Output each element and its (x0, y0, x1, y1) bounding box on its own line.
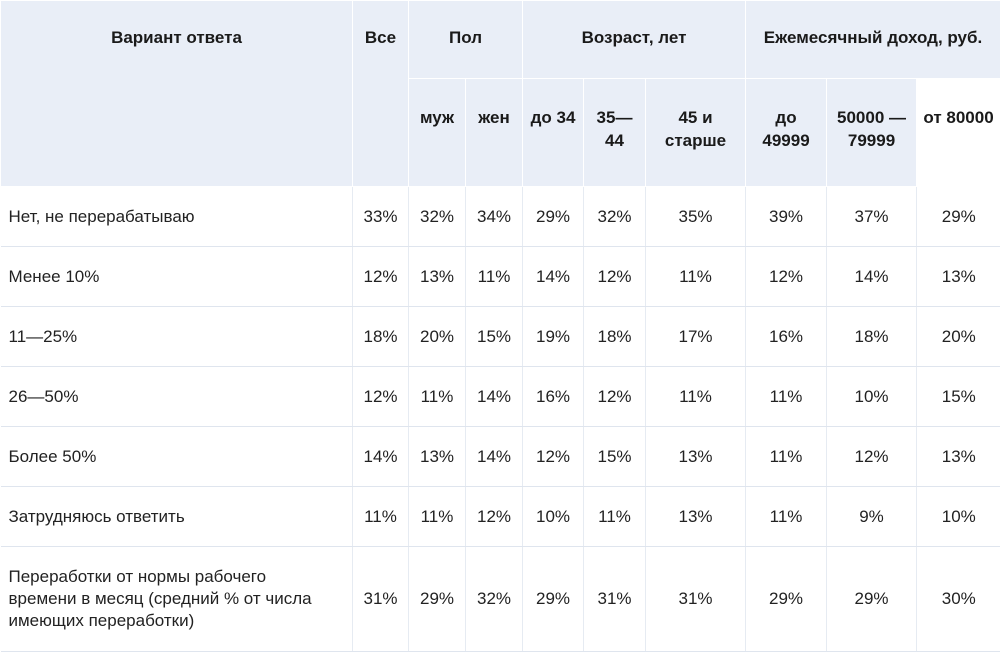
table-cell: 39% (745, 186, 828, 247)
table-cell: 18% (826, 306, 918, 367)
table-cell: 12% (583, 366, 647, 427)
table-cell: 14% (465, 366, 524, 427)
table-row: Более 50% 14% 13% 14% 12% 15% 13% 11% 12% 13% (0, 426, 1000, 487)
table-cell: 9% (826, 486, 918, 547)
row-label: 26—50% (0, 366, 353, 427)
table-cell: 34% (465, 186, 524, 247)
table-cell: 11% (465, 246, 524, 307)
table-cell: 15% (916, 366, 1000, 427)
table-cell: 13% (408, 426, 466, 487)
table-cell: 37% (826, 186, 918, 247)
table-cell: 14% (522, 246, 585, 307)
table-cell: 20% (408, 306, 466, 367)
table-cell: 13% (645, 486, 747, 547)
table-cell: 11% (583, 486, 647, 547)
table-cell: 11% (645, 246, 747, 307)
table-cell: 13% (408, 246, 466, 307)
table-row: Менее 10% 12% 13% 11% 14% 12% 11% 12% 14% 13% (0, 246, 1000, 307)
row-label: Затрудняюсь ответить (0, 486, 353, 547)
table-cell: 20% (916, 306, 1000, 367)
table-cell: 33% (352, 186, 409, 247)
table-cell: 10% (916, 486, 1000, 547)
header-sub-female: жен (464, 78, 524, 187)
header-sub-income-mid: 50000 — 79999 (826, 78, 918, 187)
table-cell: 29% (745, 546, 828, 652)
table-cell: 19% (522, 306, 585, 367)
table-cell: 15% (465, 306, 524, 367)
table-cell: 12% (352, 366, 409, 427)
table-cell: 12% (522, 426, 585, 487)
table-cell: 29% (408, 546, 466, 652)
header-sub-income-low: до 49999 (745, 78, 828, 187)
table-cell: 29% (522, 546, 585, 652)
header-row-groups: Вариант ответа Все Пол Возраст, лет Ежем… (0, 0, 1000, 187)
table-cell: 32% (408, 186, 466, 247)
header-sub-male: муж (408, 78, 466, 187)
table-cell: 30% (916, 546, 1000, 652)
table-cell: 18% (583, 306, 647, 367)
table-cell: 13% (645, 426, 747, 487)
table-row: 11—25% 18% 20% 15% 19% 18% 17% 16% 18% 20% (0, 306, 1000, 367)
table-cell: 35% (645, 186, 747, 247)
table-cell: 15% (583, 426, 647, 487)
row-label: Более 50% (0, 426, 353, 487)
row-label: Нет, не перерабатываю (0, 186, 353, 247)
table-row: 26—50% 12% 11% 14% 16% 12% 11% 11% 10% 15% (0, 366, 1000, 427)
table-cell: 29% (826, 546, 918, 652)
header-sub-income-high: от 80000 (916, 78, 1000, 187)
table-cell: 14% (826, 246, 918, 307)
table-row: Переработки от нормы рабочего времени в … (0, 546, 1000, 652)
table-cell: 10% (522, 486, 585, 547)
table-cell: 17% (645, 306, 747, 367)
header-row-subgroups: муж жен до 34 35—44 45 и старше до 49999… (1, 78, 1000, 187)
table-body: Нет, не перерабатываю 33% 32% 34% 29% 32% 35% 3… (0, 186, 1000, 652)
table-header: Вариант ответа Все Пол Возраст, лет Ежем… (0, 0, 1000, 187)
table-row: Нет, не перерабатываю 33% 32% 34% 29% 32% 35% 3… (0, 186, 1000, 247)
table-cell: 16% (745, 306, 828, 367)
table-cell: 31% (583, 546, 647, 652)
table-cell: 12% (352, 246, 409, 307)
header-group-gender: Пол (407, 0, 524, 79)
header-all: Все (352, 0, 409, 187)
table-cell: 13% (916, 426, 1000, 487)
table-cell: 31% (645, 546, 747, 652)
table-cell: 12% (583, 246, 647, 307)
table-cell: 13% (916, 246, 1000, 307)
table-cell: 11% (745, 426, 828, 487)
row-label: 11—25% (0, 306, 353, 367)
table-cell: 12% (745, 246, 828, 307)
table-cell: 14% (465, 426, 524, 487)
table-cell: 12% (465, 486, 524, 547)
header-group-income: Ежемесячный доход, руб. (745, 0, 1000, 79)
header-sub-age-under-34: до 34 (522, 78, 585, 187)
table-cell: 29% (916, 186, 1000, 247)
table-cell: 18% (352, 306, 409, 367)
table-cell: 11% (408, 486, 466, 547)
table-cell: 29% (522, 186, 585, 247)
table-cell: 11% (745, 486, 828, 547)
table-cell: 11% (408, 366, 466, 427)
header-sub-age-45-plus: 45 и старше (645, 78, 747, 187)
table-cell: 31% (352, 546, 409, 652)
table-cell: 32% (465, 546, 524, 652)
row-label: Переработки от нормы рабочего времени в … (0, 546, 353, 652)
table-cell: 32% (583, 186, 647, 247)
header-group-age: Возраст, лет (522, 0, 747, 79)
table-cell: 11% (745, 366, 828, 427)
table-cell: 11% (352, 486, 409, 547)
table-row: Затрудняюсь ответить 11% 11% 12% 10% 11% 13% 11… (0, 486, 1000, 547)
table-cell: 12% (826, 426, 918, 487)
table-cell: 14% (352, 426, 409, 487)
header-sub-age-35-44: 35—44 (583, 78, 647, 187)
table-cell: 11% (645, 366, 747, 427)
header-variant: Вариант ответа (0, 0, 353, 187)
row-label: Менее 10% (0, 246, 353, 307)
table-cell: 10% (826, 366, 918, 427)
table-cell: 16% (522, 366, 585, 427)
